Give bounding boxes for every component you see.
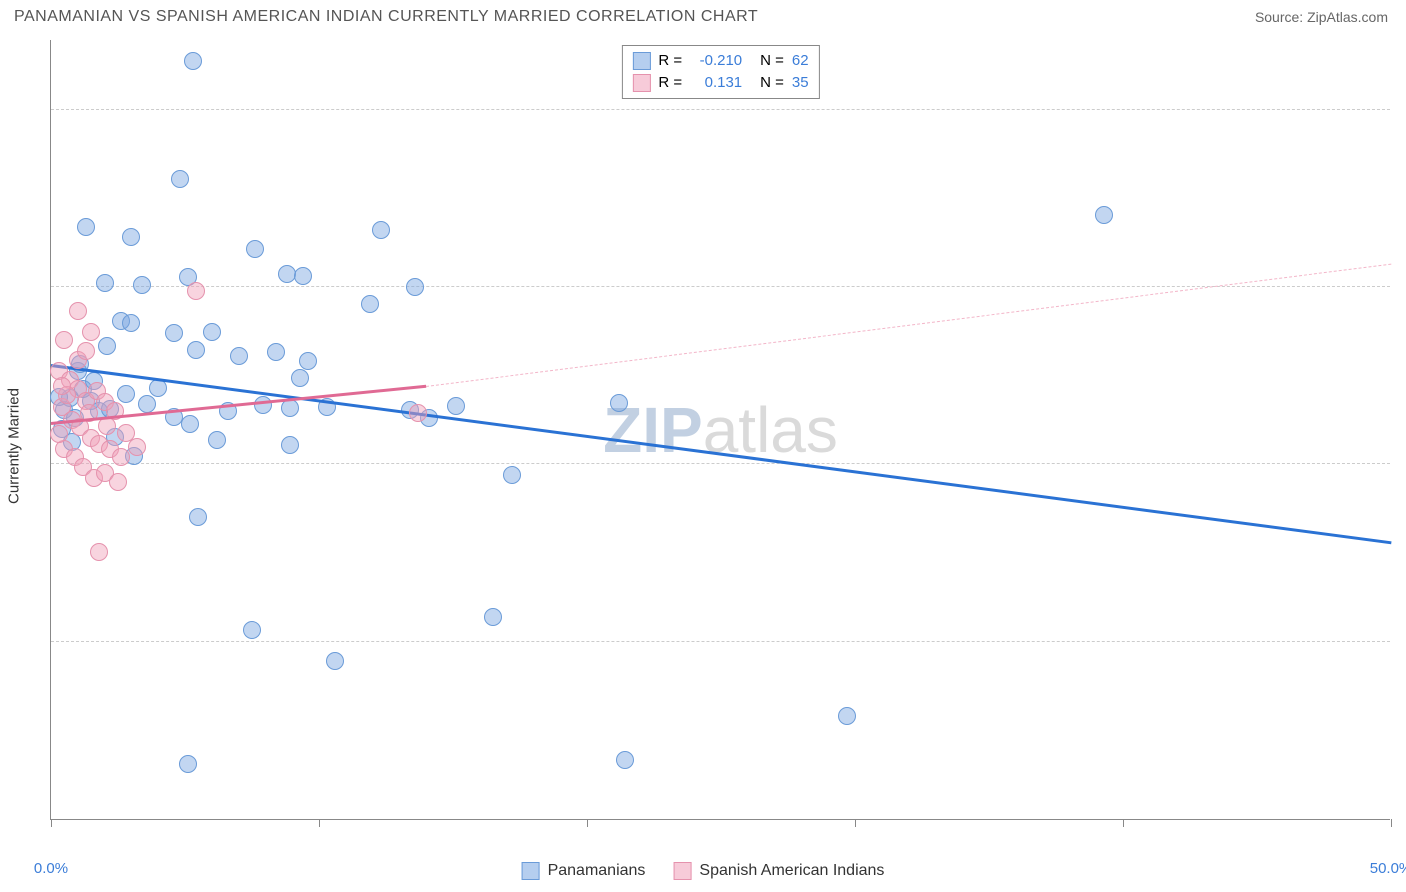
gridline-h [51, 641, 1390, 642]
data-point [181, 415, 199, 433]
data-point [50, 425, 68, 443]
data-point [128, 438, 146, 456]
data-point [610, 394, 628, 412]
r-label: R = [658, 72, 682, 94]
data-point [299, 352, 317, 370]
y-tick-label: 40.0% [1395, 439, 1406, 456]
legend-item: Panamanians [522, 862, 646, 880]
gridline-h [51, 286, 1390, 287]
legend-series: Panamanians Spanish American Indians [522, 862, 885, 880]
data-point [243, 621, 261, 639]
legend-swatch [632, 74, 650, 92]
n-label: N = [760, 72, 784, 94]
data-point [326, 652, 344, 670]
data-point [179, 755, 197, 773]
data-point [267, 343, 285, 361]
y-axis-title: Currently Married [6, 388, 23, 504]
data-point [90, 543, 108, 561]
data-point [616, 751, 634, 769]
data-point [109, 473, 127, 491]
r-label: R = [658, 50, 682, 72]
data-point [838, 707, 856, 725]
data-point [55, 331, 73, 349]
data-point [82, 323, 100, 341]
data-point [254, 396, 272, 414]
trend-line [426, 264, 1391, 387]
x-tick [855, 819, 856, 827]
data-point [122, 228, 140, 246]
legend-swatch [632, 52, 650, 70]
data-point [112, 448, 130, 466]
gridline-h [51, 463, 1390, 464]
data-point [122, 314, 140, 332]
data-point [406, 278, 424, 296]
data-point [246, 240, 264, 258]
data-point [53, 377, 71, 395]
data-point [189, 508, 207, 526]
legend-label: Panamanians [548, 862, 646, 880]
legend-stats-row: R = 0.131 N = 35 [632, 72, 808, 94]
data-point [1095, 206, 1113, 224]
r-value: 0.131 [690, 72, 742, 94]
data-point [96, 274, 114, 292]
data-point [484, 608, 502, 626]
legend-item: Spanish American Indians [673, 862, 884, 880]
legend-stats: R = -0.210 N = 62 R = 0.131 N = 35 [621, 45, 819, 99]
data-point [184, 52, 202, 70]
gridline-h [51, 109, 1390, 110]
data-point [98, 337, 116, 355]
data-point [171, 170, 189, 188]
x-tick [1391, 819, 1392, 827]
source-label: Source: ZipAtlas.com [1255, 9, 1388, 25]
x-tick-label: 0.0% [34, 860, 68, 877]
data-point [69, 302, 87, 320]
legend-label: Spanish American Indians [699, 862, 884, 880]
data-point [77, 218, 95, 236]
data-point [503, 466, 521, 484]
data-point [208, 431, 226, 449]
y-tick-label: 20.0% [1395, 616, 1406, 633]
x-tick [51, 819, 52, 827]
chart-header: PANAMANIAN VS SPANISH AMERICAN INDIAN CU… [0, 0, 1406, 32]
data-point [187, 341, 205, 359]
y-tick-label: 80.0% [1395, 84, 1406, 101]
data-point [361, 295, 379, 313]
data-point [409, 404, 427, 422]
legend-stats-row: R = -0.210 N = 62 [632, 50, 808, 72]
n-value: 62 [792, 50, 809, 72]
legend-swatch [673, 862, 691, 880]
data-point [203, 323, 221, 341]
data-point [133, 276, 151, 294]
x-tick [1123, 819, 1124, 827]
n-label: N = [760, 50, 784, 72]
scatter-chart: ZIPatlas R =-0.210N =62R =0.131N =35 20.… [50, 40, 1390, 820]
chart-title: PANAMANIAN VS SPANISH AMERICAN INDIAN CU… [14, 8, 758, 26]
x-tick-label: 50.0% [1370, 860, 1406, 877]
n-value: 35 [792, 72, 809, 94]
data-point [230, 347, 248, 365]
data-point [294, 267, 312, 285]
data-point [77, 342, 95, 360]
data-point [291, 369, 309, 387]
legend-swatch [522, 862, 540, 880]
data-point [117, 385, 135, 403]
data-point [281, 436, 299, 454]
y-tick-label: 60.0% [1395, 262, 1406, 279]
data-point [165, 324, 183, 342]
data-point [138, 395, 156, 413]
x-tick [587, 819, 588, 827]
data-point [187, 282, 205, 300]
trend-line [51, 364, 1391, 544]
r-value: -0.210 [690, 50, 742, 72]
data-point [447, 397, 465, 415]
data-point [372, 221, 390, 239]
x-tick [319, 819, 320, 827]
